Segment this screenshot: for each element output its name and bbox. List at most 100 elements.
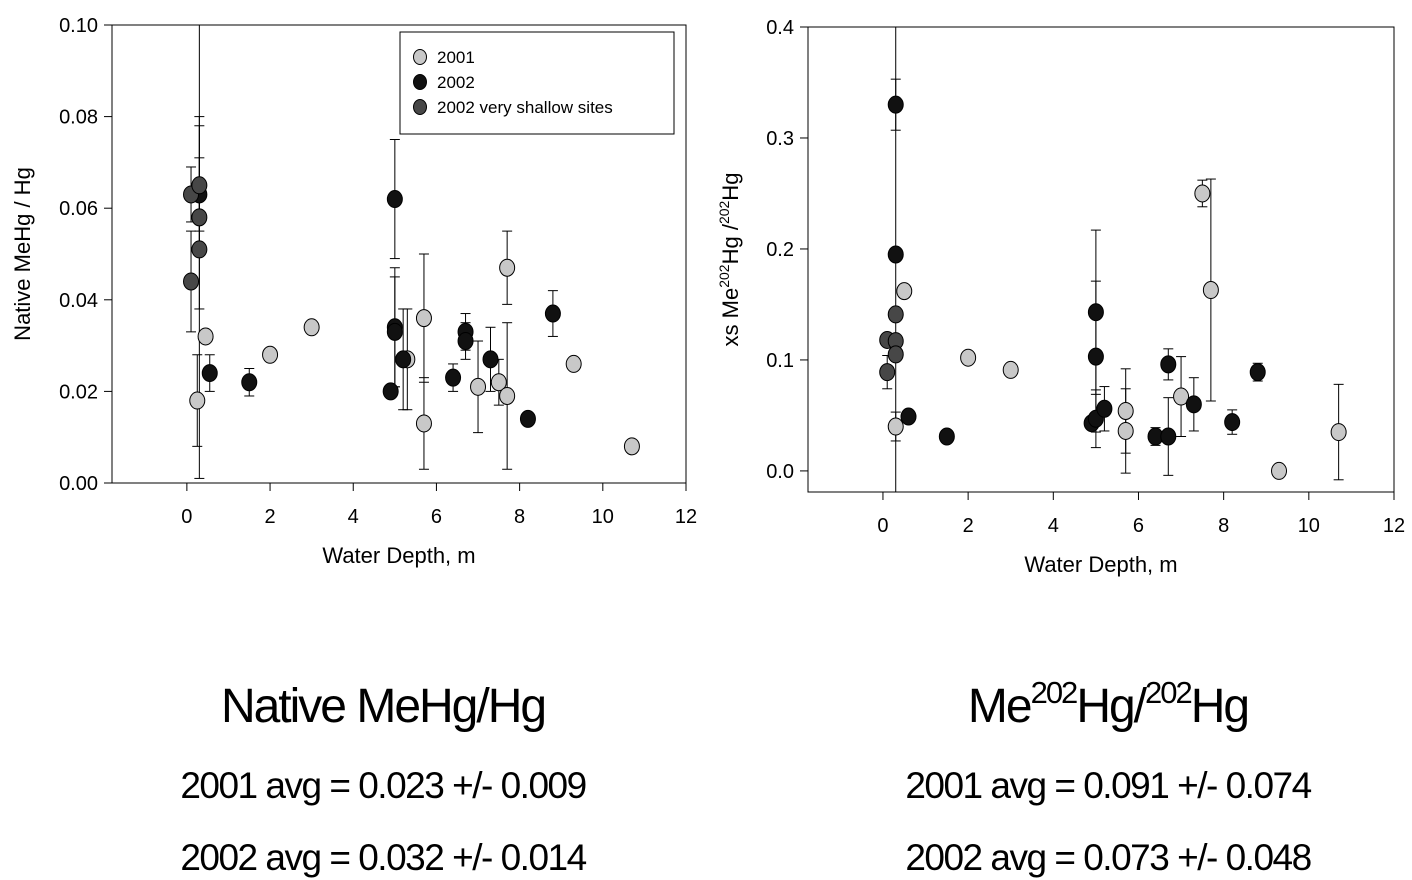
point xyxy=(482,350,499,369)
x-tick-label: 0 xyxy=(877,515,888,537)
point xyxy=(189,391,206,410)
point xyxy=(1194,184,1211,203)
point xyxy=(1202,281,1219,300)
point xyxy=(499,386,516,405)
point xyxy=(565,354,582,373)
point xyxy=(879,363,896,382)
x-tick-label: 8 xyxy=(1218,515,1229,537)
point xyxy=(1087,347,1104,366)
plot-frame xyxy=(111,24,687,484)
caption-title: Me202Hg/202Hg xyxy=(968,675,1248,733)
x-tick-label: 4 xyxy=(1048,515,1059,537)
x-tick-label: 6 xyxy=(1133,515,1144,537)
point xyxy=(938,427,955,446)
y-axis-label-part: Hg xyxy=(718,173,743,201)
caption-line: 2001 avg = 0.023 +/- 0.009 xyxy=(180,765,585,806)
point xyxy=(415,414,432,433)
point xyxy=(887,95,904,114)
x-tick-label: 6 xyxy=(431,506,442,528)
y-tick-label: 0.1 xyxy=(766,350,794,372)
point xyxy=(1173,387,1190,406)
caption-line: 2002 avg = 0.073 +/- 0.048 xyxy=(905,837,1310,878)
x-tick-label: 12 xyxy=(675,506,697,528)
x-tick-label: 10 xyxy=(592,506,614,528)
y-tick-label: 0.00 xyxy=(59,473,98,495)
caption-title-part: 202 xyxy=(1031,675,1077,710)
y-tick-label: 0.04 xyxy=(59,290,98,312)
point xyxy=(490,373,507,392)
point xyxy=(900,407,917,426)
point xyxy=(457,332,474,351)
point xyxy=(1117,401,1134,420)
y-axis-label-part: Native MeHg / Hg xyxy=(10,167,35,341)
caption-line: 2002 avg = 0.032 +/- 0.014 xyxy=(180,837,586,878)
caption-title-part: Hg/ xyxy=(1076,680,1147,733)
point xyxy=(1087,303,1104,322)
point xyxy=(887,305,904,324)
y-tick-label: 0.08 xyxy=(59,107,98,129)
point xyxy=(191,176,208,195)
y-tick-label: 0.3 xyxy=(766,128,794,150)
point xyxy=(262,345,279,364)
point xyxy=(445,368,462,387)
legend-label: 2001 xyxy=(437,48,475,67)
plot-frame xyxy=(807,26,1395,493)
point xyxy=(1185,395,1202,414)
point xyxy=(1002,360,1019,379)
point xyxy=(470,377,487,396)
x-tick-label: 2 xyxy=(264,506,275,528)
point xyxy=(386,190,403,209)
point xyxy=(887,345,904,364)
point xyxy=(183,272,200,291)
y-axis-label-part: Hg / xyxy=(718,223,743,264)
y-tick-label: 0.0 xyxy=(766,461,794,483)
legend-marker xyxy=(413,74,427,90)
y-axis-label-part: 202 xyxy=(716,264,732,288)
point xyxy=(201,364,218,383)
y-tick-label: 0.06 xyxy=(59,198,98,220)
point xyxy=(1249,363,1266,382)
point xyxy=(1117,421,1134,440)
point xyxy=(395,350,412,369)
legend-box xyxy=(399,31,675,135)
point xyxy=(1160,427,1177,446)
point xyxy=(382,382,399,401)
x-axis-label: Water Depth, m xyxy=(322,543,475,568)
point xyxy=(303,318,320,337)
point xyxy=(887,417,904,436)
legend-marker xyxy=(413,49,427,65)
point xyxy=(1271,461,1288,480)
point xyxy=(386,322,403,341)
point xyxy=(960,348,977,367)
point xyxy=(1096,399,1113,418)
legend-label: 2002 very shallow sites xyxy=(437,98,613,117)
y-tick-label: 0.4 xyxy=(766,17,794,39)
point xyxy=(499,258,516,277)
point xyxy=(623,437,640,456)
x-tick-label: 10 xyxy=(1298,515,1320,537)
point xyxy=(519,409,536,428)
point xyxy=(241,373,258,392)
point xyxy=(896,282,913,301)
y-tick-label: 0.2 xyxy=(766,239,794,261)
point xyxy=(887,245,904,264)
caption-line: 2001 avg = 0.091 +/- 0.074 xyxy=(905,765,1311,806)
y-axis-label: xs Me202Hg /202Hg xyxy=(716,173,743,347)
caption-title-part: Hg xyxy=(1191,680,1248,733)
point xyxy=(544,304,561,323)
legend-label: 2002 xyxy=(437,73,475,92)
caption-title-part: Me xyxy=(968,680,1031,733)
x-tick-label: 2 xyxy=(963,515,974,537)
y-axis-label-part: 202 xyxy=(716,200,732,224)
x-axis-label: Water Depth, m xyxy=(1024,552,1177,577)
y-axis-label-part: xs Me xyxy=(718,288,743,347)
x-tick-label: 0 xyxy=(181,506,192,528)
y-tick-label: 0.02 xyxy=(59,381,98,403)
x-tick-label: 12 xyxy=(1383,515,1405,537)
caption-title: Native MeHg/Hg xyxy=(221,680,545,733)
point xyxy=(191,208,208,227)
point xyxy=(415,309,432,328)
